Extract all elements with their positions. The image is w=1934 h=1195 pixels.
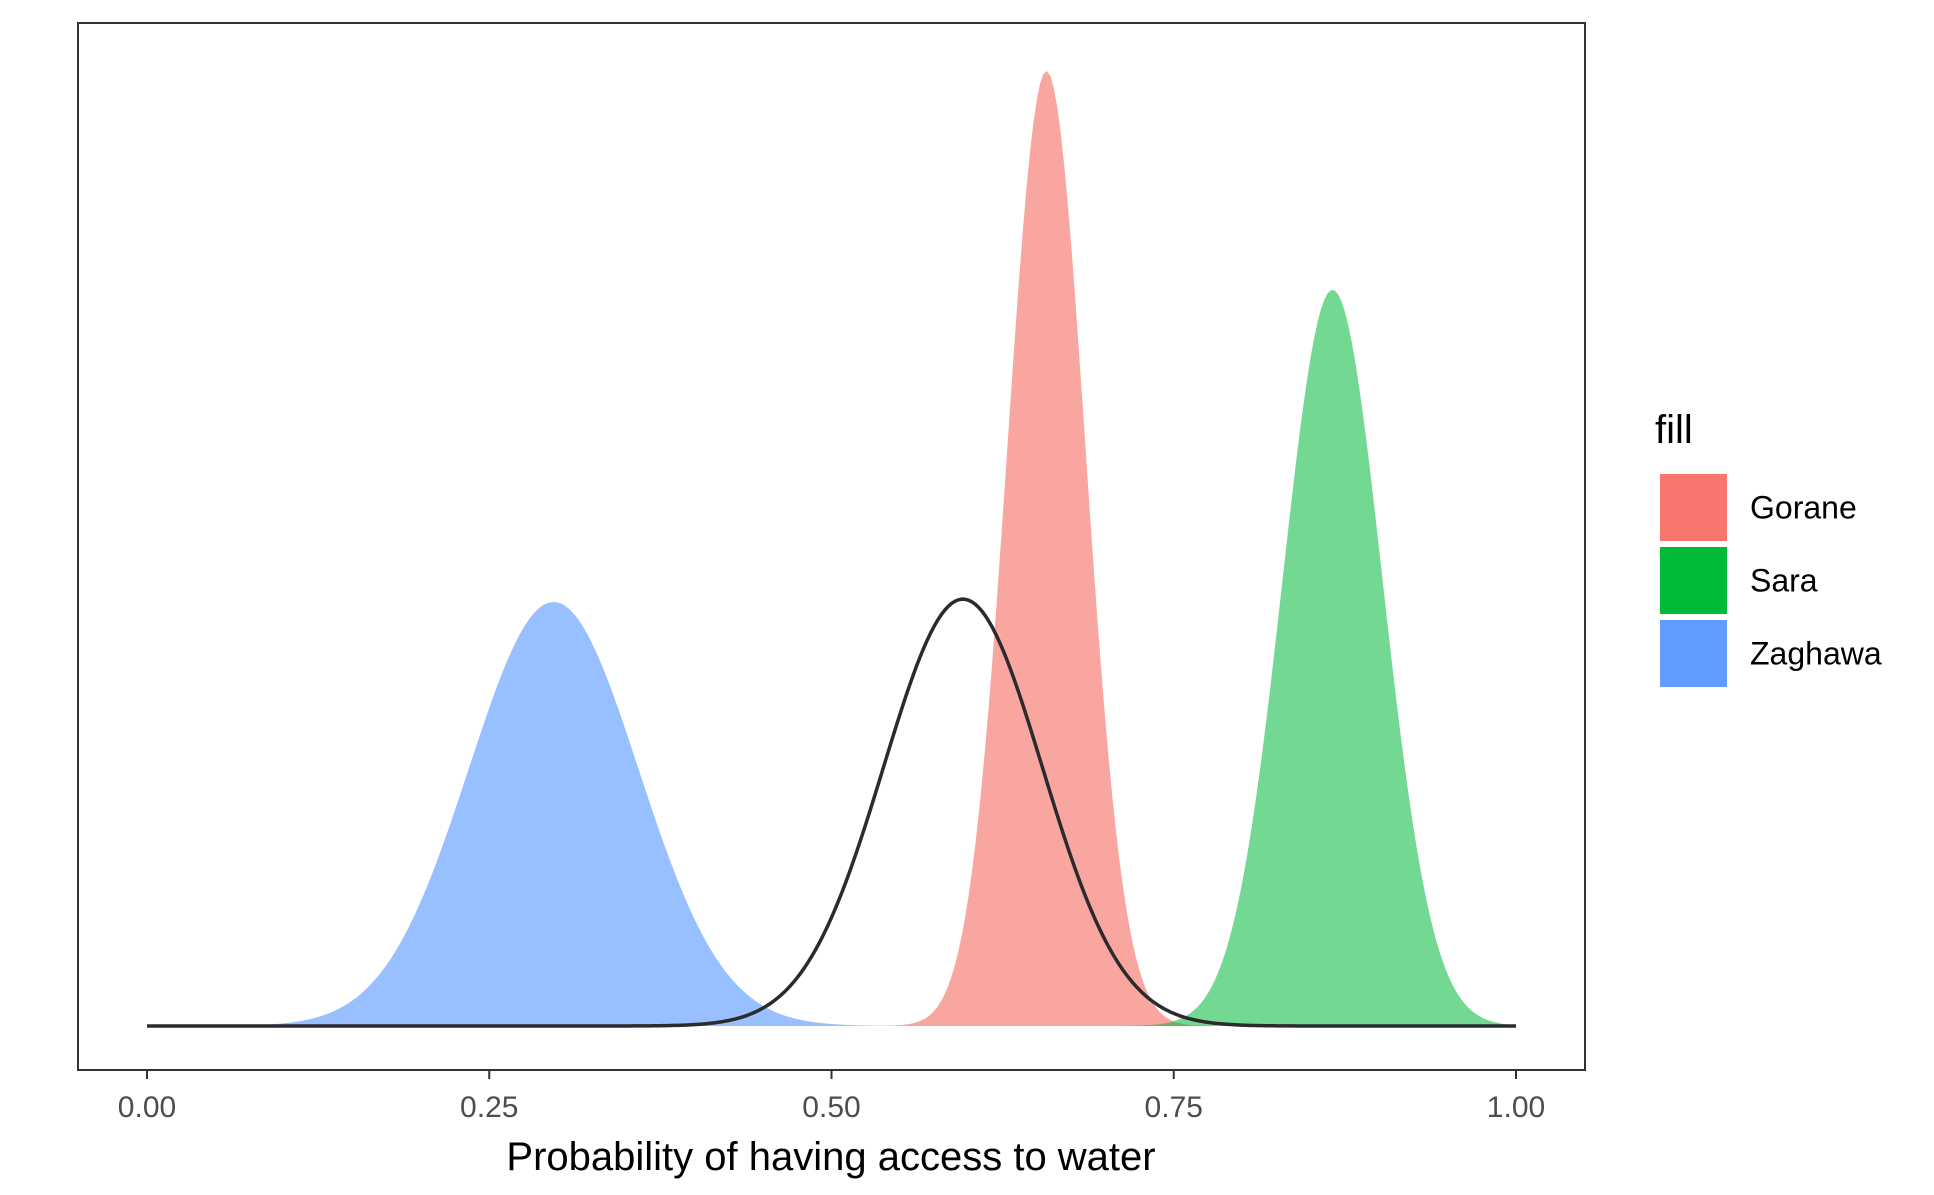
x-tick-label: 0.50 bbox=[802, 1091, 860, 1124]
x-tick-label: 0.00 bbox=[118, 1091, 176, 1124]
x-tick-label: 0.25 bbox=[460, 1091, 518, 1124]
density-line-3 bbox=[147, 597, 1516, 1028]
x-axis: 0.00 0.25 0.50 0.75 1.00 bbox=[118, 1070, 1545, 1124]
legend-label-zaghawa: Zaghawa bbox=[1750, 636, 1882, 672]
x-axis-title: Probability of having access to water bbox=[506, 1135, 1155, 1179]
density-area-zaghawa bbox=[147, 601, 1516, 1026]
legend: fill Gorane Sara Zaghawa bbox=[1655, 408, 1882, 687]
legend-label-gorane: Gorane bbox=[1750, 490, 1857, 526]
density-area-sara bbox=[147, 289, 1516, 1027]
density-areas bbox=[147, 71, 1516, 1027]
density-lines bbox=[147, 597, 1516, 1028]
legend-key-zaghawa bbox=[1660, 620, 1727, 687]
x-tick-label: 0.75 bbox=[1145, 1091, 1203, 1124]
legend-key-sara bbox=[1660, 547, 1727, 614]
x-tick-label: 1.00 bbox=[1487, 1091, 1545, 1124]
legend-key-gorane bbox=[1660, 474, 1727, 541]
legend-label-sara: Sara bbox=[1750, 563, 1818, 599]
legend-title: fill bbox=[1655, 408, 1693, 452]
